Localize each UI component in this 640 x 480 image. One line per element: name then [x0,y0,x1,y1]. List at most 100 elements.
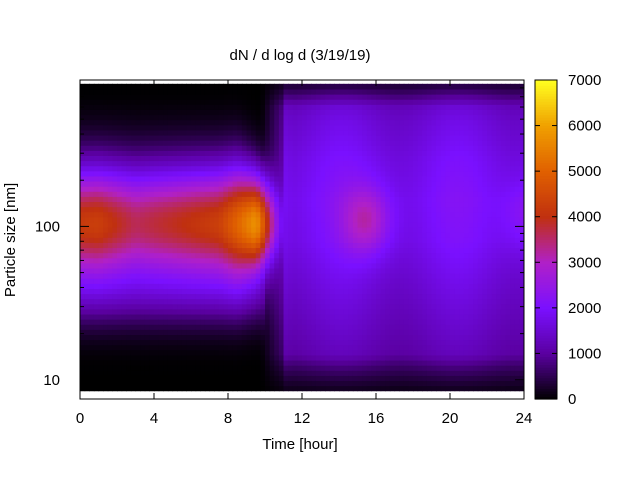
heatmap-cell [371,278,377,284]
heatmap-cell [195,227,201,233]
heatmap-cell [274,303,280,310]
heatmap-cell [265,165,271,172]
heatmap-cell [403,114,409,121]
heatmap-cell [241,206,248,213]
heatmap-cell [283,329,289,335]
heatmap-cell [172,155,178,162]
heatmap-cell [255,385,261,392]
heatmap-cell [288,191,294,197]
heatmap-cell [218,329,224,335]
heatmap-cell [154,344,160,351]
heatmap-cell [454,370,460,376]
heatmap-cell [385,324,391,330]
heatmap-cell [274,293,280,300]
heatmap-cell [172,359,178,366]
heatmap-cell [278,303,285,310]
heatmap-cell [214,329,220,335]
heatmap-cell [311,247,317,254]
heatmap-cell [80,308,86,315]
heatmap-cell [445,242,451,249]
heatmap-cell [389,273,396,279]
heatmap-cell [403,247,409,254]
heatmap-cell [334,267,340,274]
heatmap-cell [140,308,146,315]
heatmap-cell [454,288,460,295]
heatmap-cell [325,180,331,187]
heatmap-cell [181,354,187,361]
heatmap-cell [255,175,261,182]
heatmap-cell [260,339,266,346]
heatmap-cell [394,349,400,356]
heatmap-cell [195,354,201,361]
heatmap-cell [251,227,257,233]
heatmap-cell [459,232,465,238]
heatmap-cell [320,175,326,182]
heatmap-cell [177,257,183,264]
heatmap-cell [426,186,433,192]
heatmap-cell [352,196,359,203]
heatmap-cell [103,334,109,341]
heatmap-cell [232,186,238,192]
heatmap-cell [394,196,400,203]
heatmap-cell [302,380,308,387]
heatmap-cell [413,175,419,182]
heatmap-cell [181,385,187,392]
heatmap-cell [172,252,178,259]
heatmap-cell [408,227,414,233]
heatmap-cell [297,165,303,172]
heatmap-cell [204,109,211,116]
heatmap-cell [426,211,433,218]
heatmap-cell [260,380,266,387]
heatmap-cell [292,165,298,172]
heatmap-cell [246,191,252,197]
heatmap-cell [121,329,127,335]
heatmap-cell [107,370,113,376]
heatmap-cell [135,247,141,254]
heatmap-cell [445,288,451,295]
heatmap-cell [440,298,446,305]
heatmap-cell [431,293,437,300]
heatmap-cell [445,170,451,177]
heatmap-cell [306,221,312,228]
heatmap-cell [158,211,164,218]
heatmap-cell [357,329,363,335]
heatmap-cell [292,313,298,320]
heatmap-cell [283,298,289,305]
heatmap-cell [274,283,280,289]
heatmap-cell [140,109,146,116]
heatmap-cell [278,160,285,167]
heatmap-cell [172,257,178,264]
heatmap-cell [283,221,289,228]
heatmap-cell [167,196,174,203]
heatmap-cell [89,155,95,162]
heatmap-cell [389,201,396,208]
heatmap-cell [158,170,164,177]
heatmap-cell [302,339,308,346]
heatmap-cell [463,370,470,376]
heatmap-cell [126,216,132,223]
heatmap-cell [251,344,257,351]
heatmap-cell [232,334,238,341]
heatmap-cell [209,257,215,264]
heatmap-cell [366,206,372,213]
heatmap-cell [98,278,104,284]
heatmap-cell [228,257,234,264]
heatmap-cell [334,334,340,341]
heatmap-cell [426,308,433,315]
heatmap-cell [130,140,137,146]
heatmap-cell [260,267,266,274]
heatmap-cell [269,344,275,351]
heatmap-cell [144,170,150,177]
heatmap-cell [80,252,86,259]
heatmap-cell [107,99,113,105]
heatmap-cell [84,201,90,208]
heatmap-cell [366,313,372,320]
heatmap-cell [440,339,446,346]
heatmap-cell [315,191,322,197]
heatmap-cell [218,160,224,167]
heatmap-cell [237,206,243,213]
heatmap-cell [399,191,405,197]
heatmap-cell [260,242,266,249]
heatmap-cell [232,349,238,356]
heatmap-cell [311,385,317,392]
